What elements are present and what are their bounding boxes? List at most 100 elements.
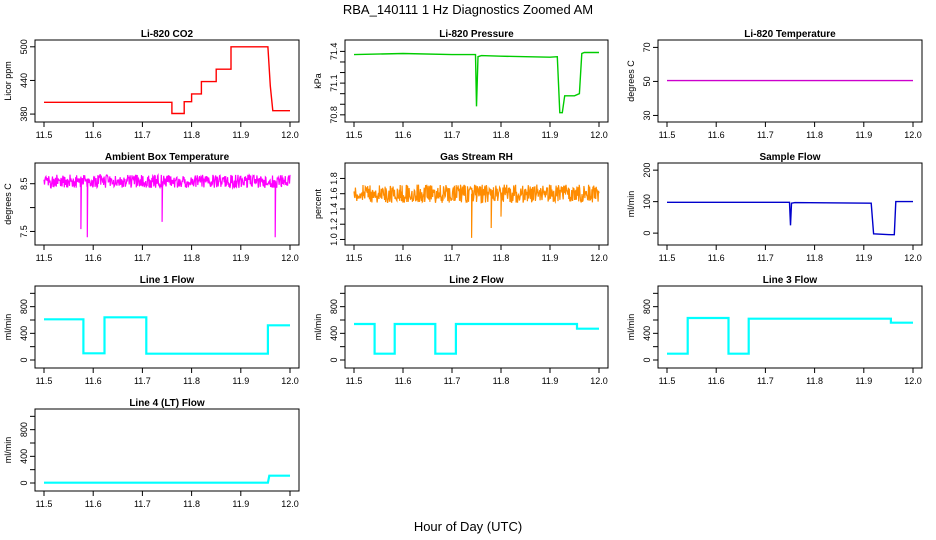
y-tick-label: 400	[19, 449, 29, 464]
y-tick-label: 0	[19, 357, 29, 362]
y-tick-label: 400	[642, 326, 652, 341]
y-tick-label: 0	[19, 480, 29, 485]
y-tick-label: 800	[329, 299, 339, 314]
plot-frame	[34, 162, 300, 246]
panel-6: Sample Flow 11.5 11.6 11.7 11.8 11.9 12.0 0 100 2…	[626, 152, 923, 263]
series-line	[353, 184, 600, 238]
x-tick-label: 11.9	[542, 253, 559, 263]
x-tick-label: 11.6	[708, 376, 725, 386]
x-tick-label: 11.6	[708, 253, 725, 263]
plot-frame	[344, 39, 609, 123]
panels: Li-820 CO2 11.5 11.6 11.7 11.8 11.9 12.0 380 440…	[3, 29, 923, 509]
x-tick-label: 11.6	[708, 130, 725, 140]
x-tick-label: 11.8	[806, 130, 823, 140]
x-tick-label: 11.7	[134, 376, 151, 386]
panel-4: Ambient Box Temperature 11.5 11.6 11.7 11.8 1…	[3, 152, 300, 263]
series-line	[44, 316, 290, 355]
x-tick-label: 11.5	[36, 376, 53, 386]
y-axis-label: ml/min	[626, 314, 636, 341]
x-tick-label: 11.9	[232, 376, 249, 386]
x-tick-label: 11.5	[36, 499, 53, 509]
x-tick-label: 11.7	[134, 253, 151, 263]
x-tick-label: 11.6	[85, 130, 102, 140]
plot-frame	[344, 162, 609, 246]
y-tick-label: 71.4	[329, 43, 339, 61]
panel-3: Li-820 Temperature 11.5 11.6 11.7 11.8 11.9 12…	[626, 29, 923, 140]
y-tick-label: 200	[642, 163, 652, 178]
y-tick-label: 0	[642, 231, 652, 236]
x-tick-label: 12.0	[281, 499, 299, 509]
x-tick-label: 11.6	[395, 130, 412, 140]
panel-title: Li-820 Pressure	[439, 29, 514, 40]
y-tick-label: 1.4	[329, 203, 339, 216]
x-tick-label: 11.8	[806, 253, 823, 263]
x-tick-label: 11.6	[85, 253, 102, 263]
x-tick-label: 11.7	[757, 253, 774, 263]
y-tick-label: 500	[19, 39, 29, 54]
x-tick-label: 11.8	[183, 376, 200, 386]
plot-frame	[34, 285, 300, 369]
x-tick-label: 12.0	[590, 376, 608, 386]
panel-title: Line 2 Flow	[449, 275, 504, 286]
series-line	[667, 200, 913, 236]
y-tick-label: 71.1	[329, 74, 339, 92]
series-line	[667, 316, 913, 355]
y-axis-label: ml/min	[313, 314, 323, 341]
x-axis-label: Hour of Day (UTC)	[414, 519, 522, 534]
y-axis-label: kPa	[313, 73, 323, 89]
series-line	[353, 51, 599, 114]
x-tick-label: 12.0	[904, 253, 922, 263]
y-axis-label: ml/min	[3, 314, 13, 341]
y-tick-label: 30	[642, 110, 652, 120]
x-tick-label: 11.9	[855, 130, 872, 140]
plot-frame	[34, 39, 300, 123]
y-tick-label: 7.5	[19, 225, 29, 238]
y-tick-label: 0	[642, 357, 652, 362]
y-tick-label: 800	[642, 299, 652, 314]
x-tick-label: 11.5	[659, 130, 676, 140]
series-line	[354, 322, 599, 355]
x-tick-label: 11.8	[493, 253, 510, 263]
y-tick-label: 800	[19, 299, 29, 314]
x-tick-label: 12.0	[281, 130, 299, 140]
x-tick-label: 11.9	[542, 130, 559, 140]
y-axis-label: degrees C	[3, 183, 13, 225]
plot-frame	[657, 162, 923, 246]
panel-title: Line 3 Flow	[763, 275, 818, 286]
x-tick-label: 11.5	[346, 376, 363, 386]
y-axis-label: Licor ppm	[3, 61, 13, 101]
x-tick-label: 12.0	[590, 130, 608, 140]
y-tick-label: 50	[642, 76, 652, 86]
x-tick-label: 12.0	[281, 253, 299, 263]
x-tick-label: 11.7	[444, 130, 461, 140]
x-tick-label: 11.9	[232, 253, 249, 263]
y-axis-label: percent	[313, 188, 323, 219]
x-tick-label: 11.9	[232, 499, 249, 509]
x-tick-label: 12.0	[281, 376, 299, 386]
y-tick-label: 8.5	[19, 177, 29, 190]
series-line	[44, 474, 290, 484]
panel-2: Li-820 Pressure 11.5 11.6 11.7 11.8 11.9 12.0 7…	[313, 29, 609, 140]
panel-title: Line 4 (LT) Flow	[129, 398, 205, 409]
series-line	[43, 172, 291, 238]
x-tick-label: 11.9	[855, 376, 872, 386]
panel-title: Line 1 Flow	[140, 275, 195, 286]
y-tick-label: 400	[19, 326, 29, 341]
y-tick-label: 380	[19, 107, 29, 122]
y-tick-label: 1.0	[329, 233, 339, 246]
x-tick-label: 11.5	[659, 376, 676, 386]
x-tick-label: 11.7	[134, 499, 151, 509]
x-tick-label: 12.0	[904, 376, 922, 386]
x-tick-label: 11.6	[85, 376, 102, 386]
panel-8: Line 2 Flow 11.5 11.6 11.7 11.8 11.9 12.0 0 400 8…	[313, 275, 609, 386]
panel-9: Line 3 Flow 11.5 11.6 11.7 11.8 11.9 12.0 0 400 8…	[626, 275, 923, 386]
x-tick-label: 11.6	[85, 499, 102, 509]
y-tick-label: 1.6	[329, 187, 339, 200]
y-tick-label: 1.2	[329, 218, 339, 231]
panel-5: Gas Stream RH 11.5 11.6 11.7 11.8 11.9 12.0 1.0…	[313, 152, 609, 263]
x-tick-label: 11.5	[659, 253, 676, 263]
y-axis-label: degrees C	[626, 60, 636, 102]
x-tick-label: 11.5	[36, 130, 53, 140]
panel-title: Li-820 Temperature	[744, 29, 836, 40]
